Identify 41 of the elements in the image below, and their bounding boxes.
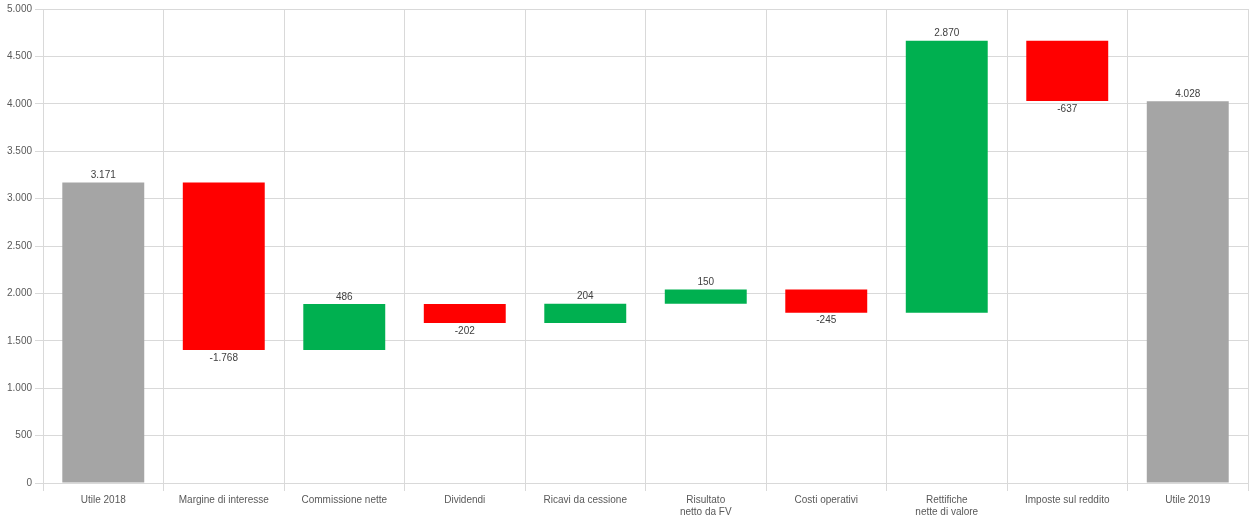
x-tick-label: Imposte sul reddito xyxy=(1025,493,1110,505)
data-label: -1.768 xyxy=(209,351,239,363)
data-label: -245 xyxy=(816,314,837,326)
x-tick-label: Costi operativi xyxy=(794,493,858,505)
data-label: -202 xyxy=(454,324,476,336)
bar xyxy=(62,182,145,483)
y-tick-label: 2.000 xyxy=(6,287,33,299)
y-tick-label: 3.500 xyxy=(6,144,33,156)
bar xyxy=(182,182,265,350)
x-tick-label: Margine di interesse xyxy=(178,493,270,505)
data-label: 3.171 xyxy=(90,169,117,181)
data-label: 4.028 xyxy=(1175,87,1201,99)
y-tick-label: 1.000 xyxy=(6,381,33,393)
data-label: 150 xyxy=(697,276,715,288)
x-tick-label: Dividendi xyxy=(444,493,486,505)
y-tick-label: 1.500 xyxy=(6,334,33,346)
data-label: 204 xyxy=(576,290,595,302)
bar xyxy=(664,289,747,304)
y-tick-label: 4.500 xyxy=(6,50,33,62)
bar xyxy=(1146,101,1229,483)
bar xyxy=(423,303,506,324)
bar xyxy=(303,303,386,350)
x-tick-label: Rettifiche nette di valore xyxy=(915,493,979,517)
data-label: 2.870 xyxy=(934,27,960,39)
bar xyxy=(544,303,627,324)
data-label: -637 xyxy=(1057,102,1078,114)
x-tick-label: Utile 2019 xyxy=(1165,493,1211,505)
y-tick-label: 5.000 xyxy=(6,2,33,14)
y-tick-label: 500 xyxy=(15,429,33,441)
bar xyxy=(785,289,868,313)
x-tick-label: Utile 2018 xyxy=(80,493,127,505)
bar xyxy=(1026,40,1109,102)
y-tick-label: 2.500 xyxy=(6,239,33,251)
bar xyxy=(905,40,988,313)
x-tick-label: Ricavi da cessione xyxy=(543,493,628,505)
y-tick-label: 4.000 xyxy=(6,97,33,109)
x-tick-label: Risultato netto da FV xyxy=(679,493,732,517)
y-tick-label: 3.000 xyxy=(6,192,33,204)
x-tick-label: Commissione nette xyxy=(301,493,388,505)
y-tick-label: 0 xyxy=(26,476,33,488)
data-label: 486 xyxy=(335,290,354,302)
